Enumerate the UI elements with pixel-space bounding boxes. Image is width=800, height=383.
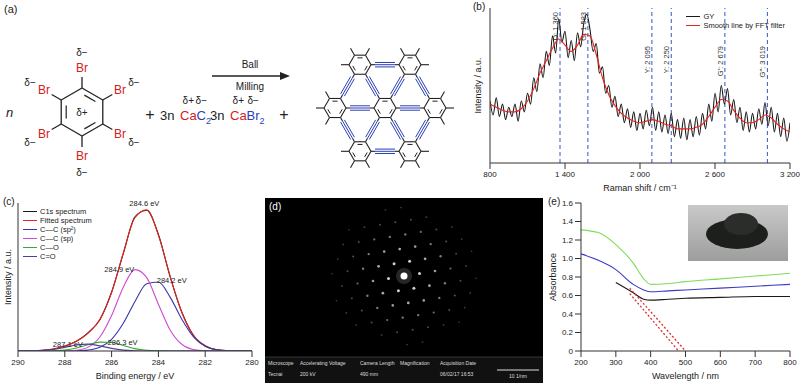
svg-text:284.2 eV: 284.2 eV: [157, 276, 187, 285]
svg-text:(a): (a): [4, 3, 17, 15]
svg-text:Y: 2 095: Y: 2 095: [643, 46, 652, 74]
svg-text:3n: 3n: [210, 108, 224, 123]
html-text:Fitted spectrum: Fitted spectrum: [40, 216, 92, 225]
svg-text:(d): (d): [269, 201, 281, 212]
svg-text:2: 2: [206, 116, 211, 126]
svg-text:δ−: δ−: [128, 137, 140, 148]
svg-text:δ−: δ−: [128, 77, 140, 88]
svg-text:δ−: δ−: [76, 47, 88, 58]
svg-text:800: 800: [783, 358, 797, 367]
svg-text:2 000: 2 000: [630, 170, 651, 179]
svg-text:600: 600: [714, 358, 728, 367]
svg-text:1.2: 1.2: [562, 236, 574, 245]
svg-text:Magnification: Magnification: [400, 360, 430, 366]
html-text:C—C (sp): C—C (sp): [40, 234, 74, 243]
svg-text:282: 282: [199, 358, 213, 367]
svg-text:Raman shift / cm⁻¹: Raman shift / cm⁻¹: [603, 183, 677, 193]
html-text:Smooth line by FFT filter: Smooth line by FFT filter: [703, 21, 785, 30]
svg-text:500: 500: [679, 358, 693, 367]
svg-text:Accelerating Voltage: Accelerating Voltage: [300, 360, 346, 366]
svg-text:06/02/17 16:53: 06/02/17 16:53: [440, 371, 474, 377]
svg-text:Intensity / a.u.: Intensity / a.u.: [3, 249, 13, 305]
svg-text:1.0: 1.0: [562, 254, 574, 263]
svg-text:0: 0: [569, 347, 574, 356]
svg-text:284: 284: [152, 358, 166, 367]
svg-text:δ−: δ−: [76, 167, 88, 178]
html-text:C—O: C—O: [40, 243, 59, 252]
svg-text:Binding energy / eV: Binding energy / eV: [96, 371, 175, 381]
svg-text:Ca: Ca: [180, 108, 197, 123]
svg-text:700: 700: [748, 358, 762, 367]
svg-text:δ−: δ−: [24, 77, 36, 88]
svg-text:Br: Br: [76, 149, 88, 163]
svg-text:280: 280: [245, 358, 259, 367]
html-text:(c): (c): [3, 196, 15, 207]
svg-text:Br: Br: [76, 61, 88, 75]
svg-text:490 mm: 490 mm: [360, 371, 378, 377]
svg-text:1.6: 1.6: [562, 199, 574, 208]
svg-text:G′: 2 679: G′: 2 679: [716, 46, 725, 76]
svg-text:0.6: 0.6: [562, 291, 574, 300]
svg-text:3 200: 3 200: [780, 170, 800, 179]
svg-text:δ+: δ+: [183, 95, 195, 106]
svg-text:290: 290: [11, 358, 25, 367]
svg-text:2: 2: [260, 116, 265, 126]
svg-text:Tecnai: Tecnai: [268, 371, 282, 377]
svg-text:Br: Br: [38, 127, 50, 141]
svg-text:Intensity / a.u.: Intensity / a.u.: [473, 57, 483, 113]
svg-text:2 600: 2 600: [705, 170, 726, 179]
svg-text:3n: 3n: [160, 108, 174, 123]
svg-text:+: +: [145, 106, 154, 123]
svg-text:Ca: Ca: [230, 108, 247, 123]
html-text:(b): (b): [473, 1, 486, 12]
html-text:GY: GY: [703, 12, 715, 21]
svg-text:Absorbance: Absorbance: [548, 253, 558, 301]
svg-text:0.2: 0.2: [562, 328, 574, 337]
svg-text:G″: 3 019: G″: 3 019: [758, 46, 767, 77]
html-text:C=O: C=O: [40, 252, 56, 261]
svg-text:300: 300: [609, 358, 623, 367]
svg-text:Wavelength / nm: Wavelength / nm: [652, 371, 719, 381]
svg-text:1.4: 1.4: [562, 217, 574, 226]
svg-text:800: 800: [483, 170, 497, 179]
svg-text:287.1 eV: 287.1 eV: [53, 340, 83, 349]
html-text:C—C (sp²): C—C (sp²): [40, 225, 76, 234]
svg-text:Br: Br: [247, 108, 261, 123]
svg-text:Acquisition Date: Acquisition Date: [440, 360, 476, 366]
svg-text:δ+: δ+: [233, 95, 245, 106]
svg-text:δ−: δ−: [196, 95, 208, 106]
svg-text:n: n: [6, 105, 13, 120]
svg-text:δ−: δ−: [24, 137, 36, 148]
svg-text:288: 288: [58, 358, 72, 367]
svg-text:Br: Br: [114, 83, 126, 97]
svg-text:δ+: δ+: [76, 107, 88, 118]
svg-text:C: C: [197, 108, 206, 123]
svg-text:286: 286: [105, 358, 119, 367]
svg-text:0.4: 0.4: [562, 310, 574, 319]
svg-text:+: +: [279, 106, 288, 123]
svg-text:200: 200: [574, 358, 588, 367]
html-text:(e): (e): [548, 196, 561, 207]
svg-text:0.8: 0.8: [562, 273, 574, 282]
svg-text:284.6 eV: 284.6 eV: [129, 199, 159, 208]
svg-text:Y: 2 250: Y: 2 250: [662, 46, 671, 74]
svg-text:1 400: 1 400: [555, 170, 576, 179]
svg-text:284.9 eV: 284.9 eV: [104, 265, 134, 274]
svg-text:400: 400: [644, 358, 658, 367]
svg-text:δ−: δ−: [247, 95, 259, 106]
svg-text:200 kV: 200 kV: [300, 371, 316, 377]
html-text:C1s spectrum: C1s spectrum: [40, 207, 87, 216]
svg-text:G: 1 583: G: 1 583: [578, 12, 588, 41]
svg-text:10 1/nm: 10 1/nm: [509, 373, 527, 379]
svg-text:286.3 eV: 286.3 eV: [108, 338, 138, 347]
svg-text:Ball: Ball: [242, 59, 259, 70]
svg-text:Br: Br: [38, 83, 50, 97]
svg-text:Br: Br: [114, 127, 126, 141]
svg-text:Microscope: Microscope: [268, 360, 294, 366]
svg-text:D: 1 360: D: 1 360: [551, 12, 560, 41]
svg-text:Milling: Milling: [236, 81, 264, 92]
svg-text:Camera Length: Camera Length: [360, 360, 395, 366]
